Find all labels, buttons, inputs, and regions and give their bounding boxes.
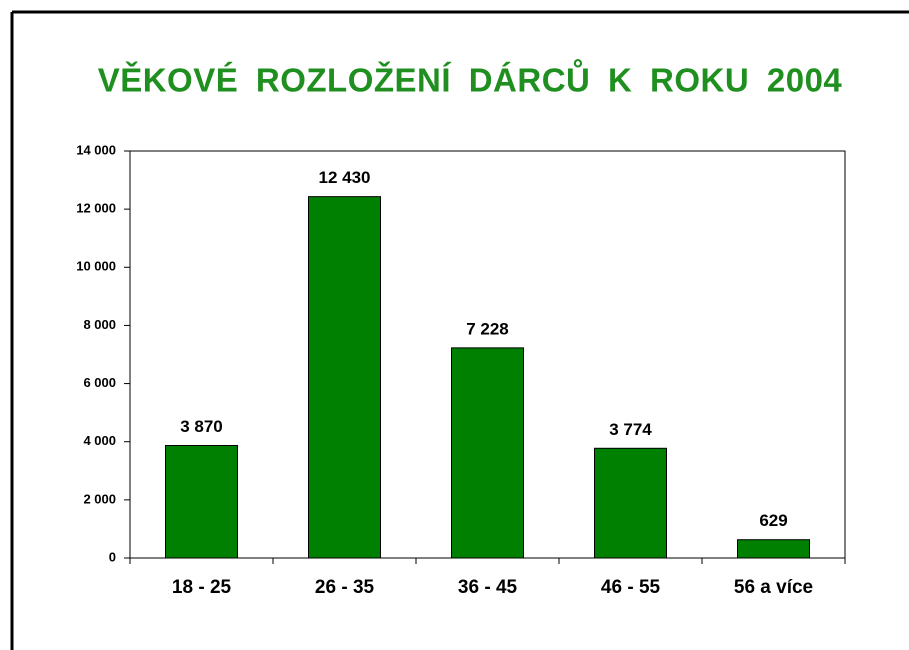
x-tick-label: 46 - 55 [601, 577, 661, 598]
y-tick-label: 14 000 [76, 142, 116, 157]
bar [451, 347, 524, 559]
x-tick-label: 26 - 35 [315, 577, 375, 598]
value-label: 3 774 [609, 420, 652, 439]
value-label: 12 430 [319, 168, 371, 187]
chart-title: VĚKOVÉ ROZLOŽENÍ DÁRCŮ K ROKU 2004 [98, 59, 843, 99]
y-tick-label: 10 000 [76, 259, 116, 274]
value-label: 7 228 [466, 319, 509, 338]
x-tick-label: 18 - 25 [172, 577, 232, 598]
y-tick-label: 2 000 [83, 491, 116, 506]
bar [308, 196, 381, 559]
bar [594, 447, 667, 559]
x-tick-label: 56 a více [734, 577, 813, 598]
bar [165, 444, 238, 559]
y-tick-label: 0 [109, 549, 116, 564]
y-tick-label: 12 000 [76, 201, 116, 216]
y-tick-label: 6 000 [83, 375, 116, 390]
y-tick-label: 4 000 [83, 433, 116, 448]
x-tick-label: 36 - 45 [458, 577, 518, 598]
y-tick-label: 8 000 [83, 317, 116, 332]
value-label: 629 [759, 511, 787, 530]
value-label: 3 870 [180, 417, 223, 436]
bar [737, 539, 810, 559]
